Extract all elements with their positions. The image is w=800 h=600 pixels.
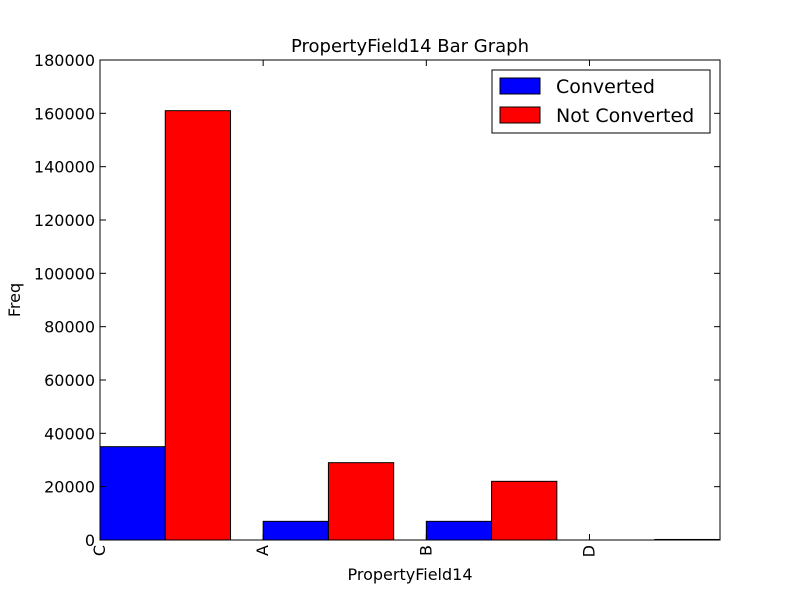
legend: Converted Not Converted [491, 69, 711, 134]
y-tick-label: 60000 [44, 371, 95, 390]
y-tick-label: 0 [85, 531, 95, 550]
bar-not-converted-c [164, 110, 232, 541]
chart-title: PropertyField14 Bar Graph [291, 36, 529, 57]
y-tick-label: 100000 [34, 264, 95, 283]
x-axis-label: PropertyField14 [348, 565, 473, 584]
x-tick-label-d: D [579, 545, 598, 557]
x-tick-label-c: C [90, 545, 109, 556]
plot-frame [99, 59, 721, 541]
bar-converted-c [99, 446, 166, 541]
y-tick-label: 120000 [34, 211, 95, 230]
legend-label-converted: Converted [556, 76, 655, 98]
bar-converted-a [262, 520, 329, 541]
y-tick-label: 140000 [34, 158, 95, 177]
bar-converted-b [425, 520, 493, 541]
y-tick-label: 40000 [44, 424, 95, 443]
y-tick-label: 180000 [34, 51, 95, 70]
y-axis-ticks: 0 20000 40000 60000 80000 100000 120000 140000 1… [34, 51, 720, 550]
bars-group [99, 110, 721, 541]
y-tick-label: 20000 [44, 478, 95, 497]
legend-label-not-converted: Not Converted [556, 105, 694, 127]
x-tick-label-b: B [416, 545, 435, 556]
y-tick-label: 160000 [34, 104, 95, 123]
x-tick-label-a: A [253, 545, 272, 556]
bar-not-converted-b [491, 480, 558, 541]
legend-swatch-not-converted [499, 106, 541, 124]
legend-swatch-converted [499, 77, 541, 95]
y-tick-label: 80000 [44, 318, 95, 337]
bar-not-converted-a [327, 462, 395, 541]
y-axis-label: Freq [5, 283, 24, 317]
